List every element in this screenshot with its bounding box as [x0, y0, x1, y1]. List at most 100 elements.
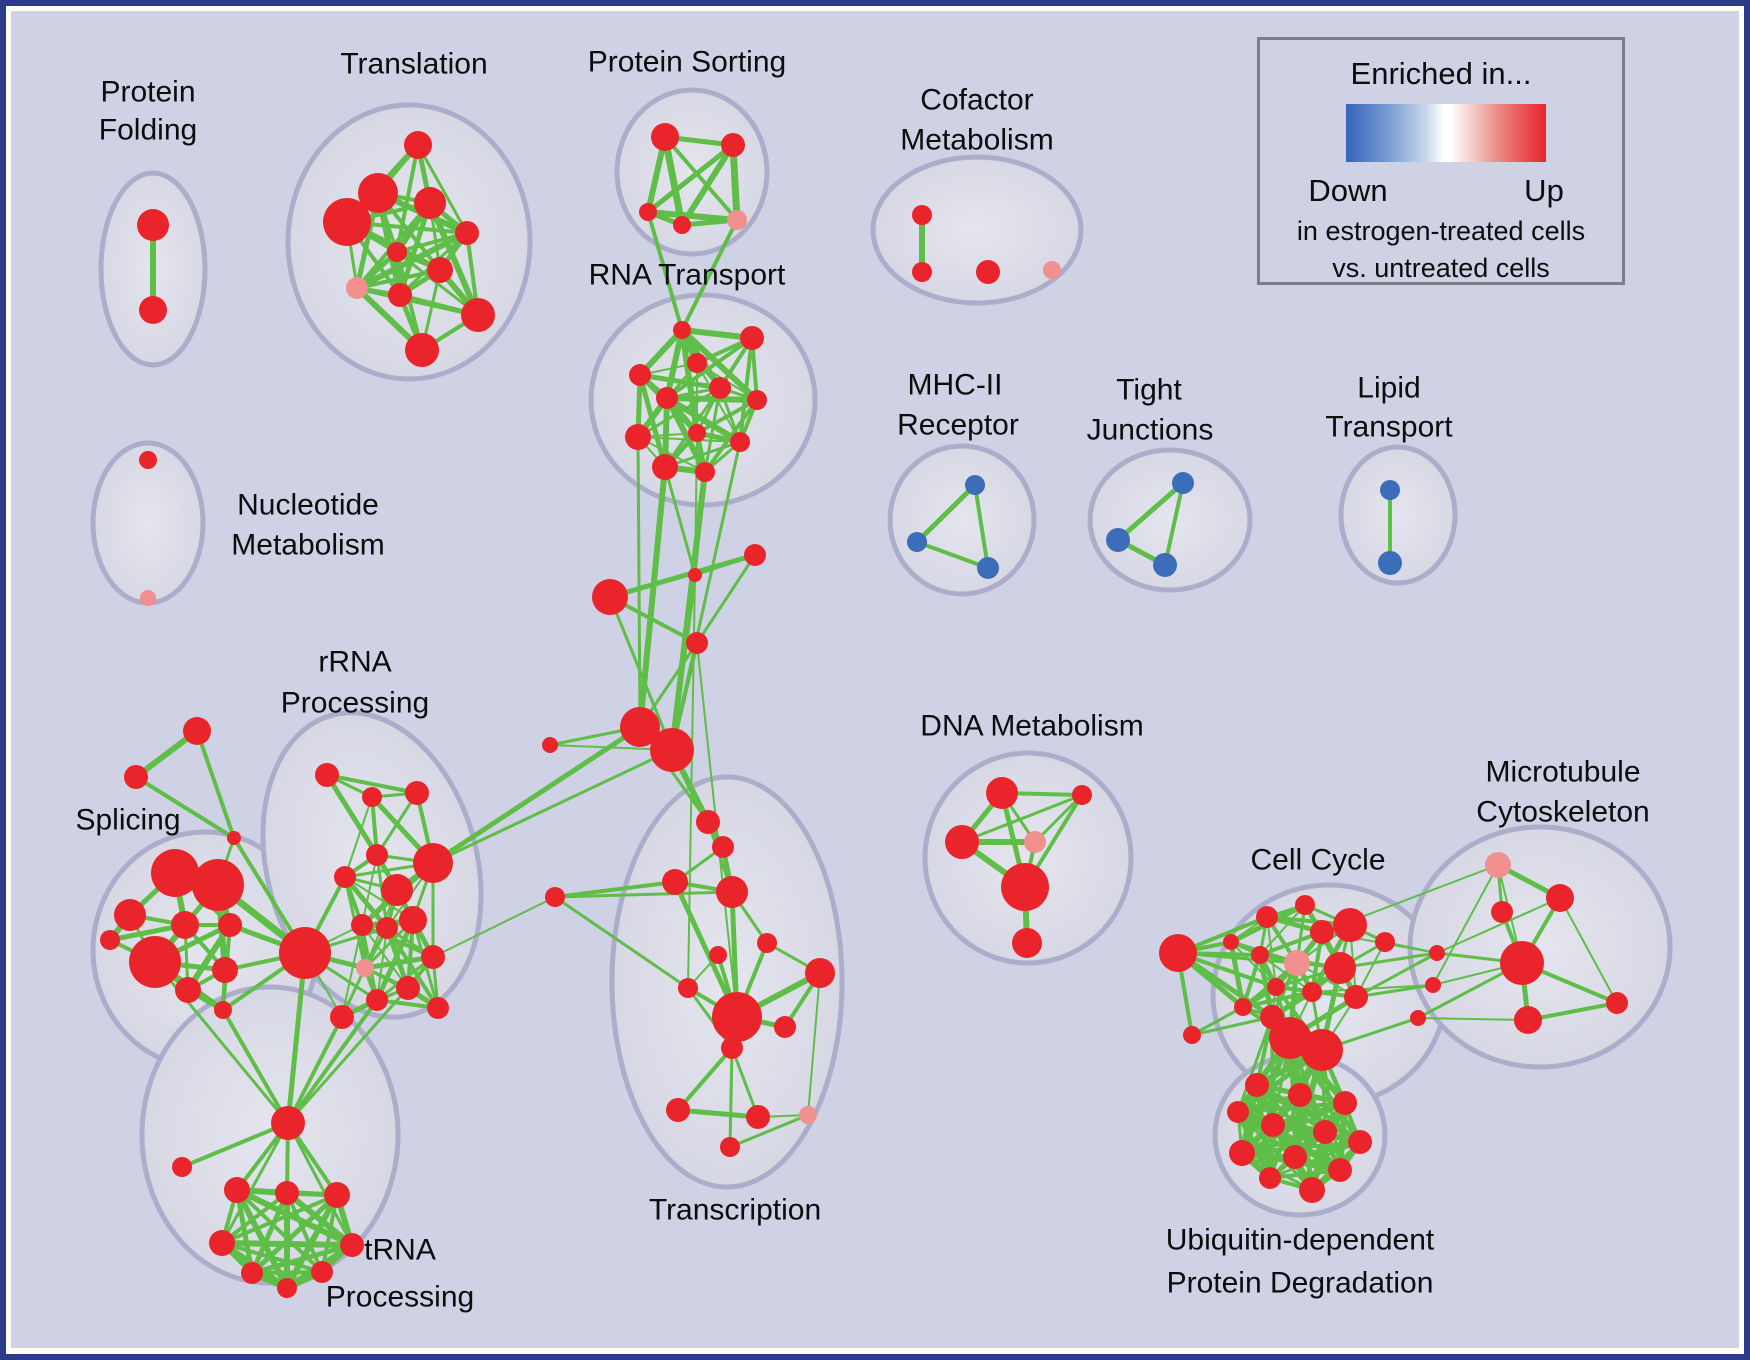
gene-set-node-red [1295, 895, 1315, 915]
gene-set-node-red [241, 1262, 263, 1284]
network-edge [1241, 1129, 1326, 1156]
gene-set-node-pink [1284, 950, 1310, 976]
gene-set-node-red [461, 298, 495, 332]
network-edge [665, 336, 754, 400]
gene-set-node-red [324, 1182, 350, 1208]
network-edge [1432, 864, 1499, 986]
network-edge [427, 201, 481, 317]
cluster-label-dna-metabolism-line1: DNA Metabolism [920, 710, 1143, 743]
network-edge [554, 890, 733, 899]
gene-set-node-red [183, 717, 211, 745]
network-edge [1339, 951, 1438, 970]
network-edge [664, 329, 685, 399]
gene-set-node-red [277, 1278, 297, 1298]
gene-set-node-blue [1106, 528, 1130, 552]
network-edge [1237, 1101, 1346, 1114]
gene-set-node-red [720, 1137, 740, 1157]
gene-set-node-red [351, 914, 373, 936]
gene-set-node-red [1491, 901, 1513, 923]
gene-set-node-red [323, 198, 371, 246]
gene-set-node-red [427, 997, 449, 1019]
gene-set-node-red [1328, 1158, 1352, 1182]
gene-set-node-red [315, 763, 339, 787]
network-edge [663, 135, 739, 222]
gene-set-node-red [358, 173, 398, 213]
gene-set-node-red [747, 390, 767, 410]
gene-set-node-red [620, 707, 660, 747]
cluster-label-transcription-line1: Transcription [649, 1194, 821, 1227]
gene-set-node-red [1375, 932, 1395, 952]
gene-set-node-red [1333, 908, 1367, 942]
legend-down-label: Down [1308, 173, 1388, 208]
gene-set-node-blue [977, 557, 999, 579]
network-edge [695, 554, 757, 644]
network-edge [355, 230, 469, 291]
network-edge [320, 1194, 339, 1273]
gene-set-node-red [774, 1016, 796, 1038]
cluster-labels: Protein Folding Translation Protein Sorting… [75, 46, 1649, 1314]
gene-set-node-red [662, 869, 688, 895]
cluster-label-cofactor-metabolism-line2: Metabolism [900, 124, 1053, 157]
network-edge [285, 952, 308, 1124]
cluster-label-protein-folding-line2: Folding [99, 114, 197, 147]
network-edge [356, 268, 441, 290]
network-edge [608, 596, 674, 751]
network-edge [221, 1009, 290, 1124]
network-edge [636, 436, 642, 728]
network-edge [235, 1187, 354, 1248]
cluster-label-protein-sorting-line1: Protein Sorting [588, 46, 786, 79]
gene-set-node-pink [1024, 831, 1046, 853]
gene-set-node-red [405, 333, 439, 367]
gene-set-node-red [651, 123, 679, 151]
gene-set-node-red [427, 257, 453, 283]
network-edge [249, 1191, 290, 1275]
gene-set-node-pink [1485, 852, 1511, 878]
network-edge [916, 540, 989, 570]
network-edge [286, 1122, 354, 1246]
network-edge [286, 998, 379, 1125]
network-edge [961, 793, 1083, 844]
network-edge [385, 926, 440, 1010]
cluster-ellipse-tight-junctions [1087, 447, 1253, 593]
cluster-label-mhc-ii-receptor-line2: Receptor [897, 409, 1019, 442]
legend: Enriched in... Down Up in estrogen-treat… [1257, 37, 1625, 285]
network-edge [664, 440, 741, 469]
cluster-label-tight-junctions-line1: Tight [1116, 374, 1182, 407]
gene-set-node-pink [140, 590, 156, 606]
gene-set-node-red [688, 568, 702, 582]
cluster-label-ubiquitin-degradation-line1: Ubiquitin-dependent [1166, 1224, 1435, 1257]
gene-set-node-red [413, 843, 453, 883]
cluster-label-protein-folding-line1: Protein [100, 76, 195, 109]
cluster-label-rna-transport-line1: RNA Transport [589, 259, 786, 292]
gene-set-node-red [1267, 978, 1285, 996]
gene-set-node-red [227, 831, 241, 845]
gene-set-node-red [414, 187, 446, 219]
network-edge [639, 372, 721, 391]
cluster-label-lipid-transport-line1: Lipid [1357, 372, 1420, 405]
network-edge [1311, 984, 1434, 993]
gene-set-node-red [673, 321, 691, 339]
legend-caption-line2: vs. untreated cells [1332, 253, 1550, 283]
network-edge [343, 875, 389, 930]
network-edge [361, 924, 409, 989]
gene-set-node-red [311, 1261, 333, 1283]
cluster-label-mhc-ii-receptor-line1: MHC-II [908, 369, 1003, 402]
network-edge [664, 396, 708, 474]
gene-set-node-red [455, 221, 479, 245]
network-edge [663, 466, 697, 576]
gene-set-node-red [1001, 863, 1049, 911]
legend-gradient-bar [1346, 104, 1546, 162]
gene-set-node-red [366, 844, 388, 866]
network-nodes [100, 123, 1628, 1298]
gene-set-node-red [625, 424, 651, 450]
gene-set-node-red [1429, 945, 1445, 961]
gene-set-node-red [687, 353, 707, 373]
gene-set-node-red [114, 899, 146, 931]
cluster-label-microtubule-cytoskeleton-line1: Microtubule [1485, 756, 1640, 789]
network-edge [250, 1193, 339, 1275]
gene-set-node-blue [1380, 480, 1400, 500]
cluster-label-lipid-transport-line2: Transport [1325, 411, 1453, 444]
gene-set-node-red [712, 992, 762, 1042]
gene-set-node-red [171, 911, 199, 939]
gene-set-node-red [1302, 982, 1322, 1002]
